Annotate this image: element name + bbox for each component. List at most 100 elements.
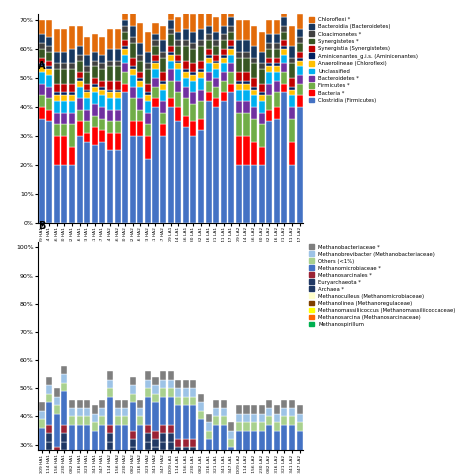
Bar: [145, 69, 151, 84]
Bar: [92, 84, 98, 87]
Bar: [289, 142, 295, 165]
Bar: [130, 136, 136, 223]
Bar: [236, 40, 242, 52]
Bar: [122, 92, 128, 223]
Bar: [175, 32, 181, 40]
Bar: [251, 78, 257, 87]
Bar: [183, 72, 189, 78]
Bar: [236, 84, 242, 90]
Bar: [191, 81, 196, 92]
Bar: [206, 422, 211, 430]
Bar: [191, 456, 196, 465]
Bar: [39, 66, 45, 72]
Bar: [153, 23, 158, 35]
Bar: [137, 81, 143, 87]
Bar: [77, 470, 82, 474]
Bar: [175, 61, 181, 64]
Bar: [175, 81, 181, 92]
Bar: [289, 26, 295, 46]
Bar: [191, 121, 196, 136]
Bar: [153, 87, 158, 98]
Bar: [115, 425, 120, 453]
Bar: [39, 58, 45, 64]
Bar: [168, 46, 173, 52]
Bar: [297, 430, 302, 459]
Bar: [183, 29, 189, 40]
Bar: [145, 136, 151, 159]
Bar: [183, 397, 189, 405]
Bar: [69, 147, 75, 165]
Bar: [274, 422, 280, 430]
Bar: [221, 81, 227, 92]
Bar: [213, 408, 219, 417]
Bar: [168, 380, 173, 388]
Bar: [115, 133, 120, 150]
Bar: [236, 52, 242, 58]
Bar: [282, 72, 287, 84]
Bar: [228, 72, 234, 84]
Bar: [46, 110, 52, 121]
Bar: [115, 408, 120, 417]
Bar: [198, 453, 204, 462]
Bar: [198, 72, 204, 78]
Bar: [259, 69, 264, 84]
Bar: [153, 467, 158, 474]
Bar: [251, 414, 257, 422]
Bar: [115, 81, 120, 90]
Bar: [289, 46, 295, 58]
Bar: [236, 136, 242, 165]
Bar: [39, 107, 45, 118]
Bar: [198, 130, 204, 223]
Bar: [100, 400, 105, 408]
Bar: [266, 400, 272, 408]
Bar: [206, 101, 211, 223]
Bar: [137, 417, 143, 425]
Bar: [39, 64, 45, 66]
Bar: [107, 81, 113, 90]
Bar: [259, 113, 264, 124]
Bar: [77, 78, 82, 81]
Bar: [137, 43, 143, 55]
Bar: [54, 465, 60, 473]
Bar: [46, 394, 52, 402]
Bar: [137, 87, 143, 98]
Bar: [183, 405, 189, 439]
Bar: [274, 20, 280, 35]
Bar: [69, 417, 75, 425]
Bar: [266, 453, 272, 462]
Bar: [198, 118, 204, 130]
Bar: [92, 116, 98, 127]
Bar: [84, 470, 90, 474]
Bar: [274, 49, 280, 58]
Bar: [244, 84, 249, 90]
Bar: [244, 459, 249, 467]
Bar: [251, 58, 257, 64]
Bar: [62, 52, 67, 64]
Bar: [228, 3, 234, 17]
Bar: [130, 439, 136, 447]
Bar: [282, 462, 287, 470]
Bar: [145, 397, 151, 425]
Bar: [259, 459, 264, 467]
Bar: [84, 400, 90, 408]
Bar: [198, 29, 204, 40]
Bar: [175, 447, 181, 456]
Bar: [289, 470, 295, 474]
Bar: [39, 72, 45, 84]
Bar: [122, 32, 128, 40]
Bar: [62, 433, 67, 442]
Bar: [69, 84, 75, 92]
Bar: [175, 121, 181, 223]
Bar: [259, 32, 264, 52]
Bar: [259, 101, 264, 113]
Bar: [46, 52, 52, 61]
Bar: [84, 90, 90, 92]
Bar: [145, 388, 151, 397]
Bar: [236, 81, 242, 84]
Bar: [282, 408, 287, 417]
Bar: [122, 417, 128, 425]
Bar: [168, 61, 173, 69]
Bar: [130, 402, 136, 430]
Bar: [107, 388, 113, 397]
Bar: [130, 75, 136, 87]
